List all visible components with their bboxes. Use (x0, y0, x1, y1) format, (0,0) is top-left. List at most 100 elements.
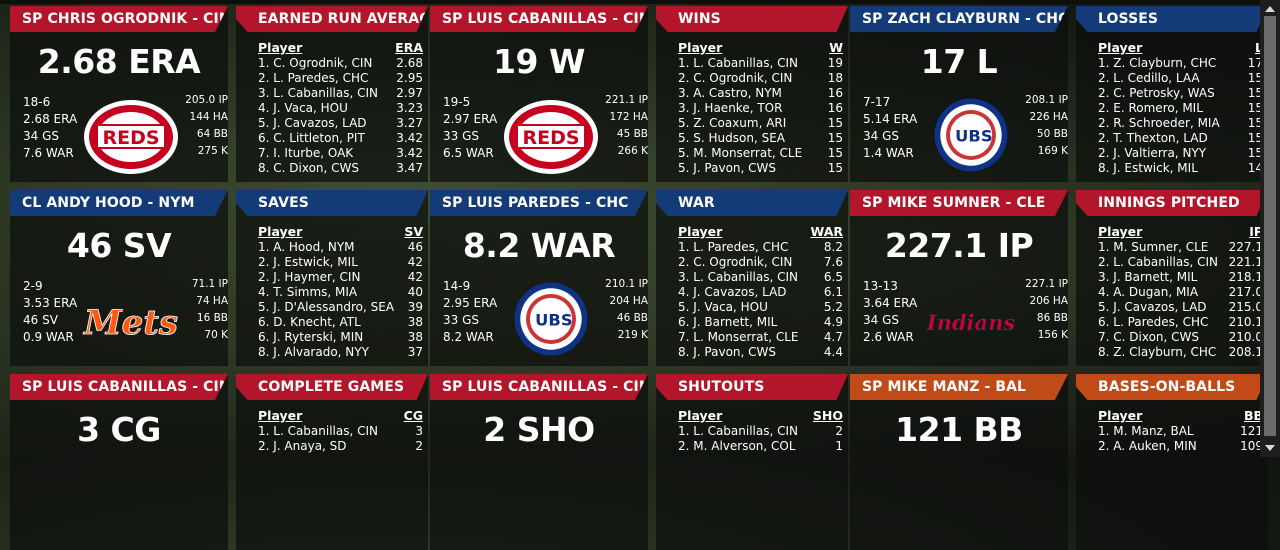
leader-row[interactable]: 3. J. Barnett, MIL 218.1 (1098, 270, 1263, 285)
leader-row[interactable]: 8. J. Alvarado, NYY 37 (258, 345, 423, 360)
leader-row[interactable]: 6. J. Ryterski, MIN 38 (258, 330, 423, 345)
leader-row[interactable]: 6. D. Knecht, ATL 38 (258, 315, 423, 330)
column-stat[interactable]: W (829, 40, 843, 55)
column-player[interactable]: Player (678, 408, 723, 423)
leaderboard-panel (656, 190, 848, 366)
column-player[interactable]: Player (258, 40, 303, 55)
leader-row[interactable]: 8. C. Dixon, CWS 3.47 (258, 161, 423, 176)
player-header[interactable]: SP MIKE MANZ - BAL (850, 374, 1068, 400)
leader-row[interactable]: 2. L. Cabanillas, CIN 221.1 (1098, 255, 1263, 270)
leader-row[interactable]: 3. L. Cabanillas, CIN 6.5 (678, 270, 843, 285)
player-record: 19-5 2.97 ERA 33 GS 6.5 WAR (443, 94, 497, 162)
column-player[interactable]: Player (1098, 408, 1143, 423)
leader-row[interactable]: 7. L. Monserrat, CLE 4.7 (678, 330, 843, 345)
column-stat[interactable]: CG (403, 408, 423, 423)
row-player: 2. L. Cedillo, LAA (1098, 71, 1200, 85)
player-record: 7-17 5.14 ERA 34 GS 1.4 WAR (863, 94, 917, 162)
leader-row[interactable]: 1. L. Paredes, CHC 8.2 (678, 240, 843, 255)
leader-row[interactable]: 2. J. Haymer, CIN 42 (258, 270, 423, 285)
player-header[interactable]: SP LUIS PAREDES - CHC (430, 190, 648, 216)
leader-row[interactable]: 2. C. Petrosky, WAS 15 (1098, 86, 1263, 101)
leader-row[interactable]: 5. J. Cavazos, LAD 3.27 (258, 116, 423, 131)
leader-row[interactable]: 4. T. Simms, MIA 40 (258, 285, 423, 300)
column-player[interactable]: Player (678, 40, 723, 55)
row-value: 210.1 (1228, 315, 1263, 329)
player-header[interactable]: SP LUIS CABANILLAS - CIN (430, 374, 648, 400)
leader-row[interactable]: 3. L. Cabanillas, CIN 2.97 (258, 86, 423, 101)
row-value: 16 (827, 86, 843, 100)
leader-row[interactable]: 8. Z. Clayburn, CHC 208.1 (1098, 345, 1263, 360)
leader-row[interactable]: 2. L. Cedillo, LAA 15 (1098, 71, 1263, 86)
leader-list: 1. A. Hood, NYM 46 2. J. Estwick, MIL 42… (258, 240, 423, 360)
column-player[interactable]: Player (258, 408, 303, 423)
leader-row[interactable]: 2. J. Anaya, SD 2 (258, 439, 423, 454)
leader-list: 1. L. Cabanillas, CIN 3 2. J. Anaya, SD … (258, 424, 423, 454)
record-line: 2.6 WAR (863, 330, 914, 344)
column-stat[interactable]: ERA (395, 40, 423, 55)
leader-big-stat: 2.68 ERA (37, 42, 201, 81)
leader-row[interactable]: 8. J. Pavon, CWS 4.4 (678, 345, 843, 360)
leader-row[interactable]: 6. L. Paredes, CHC 210.1 (1098, 315, 1263, 330)
leader-row[interactable]: 2. R. Schroeder, MIA 15 (1098, 116, 1263, 131)
leader-row[interactable]: 7. C. Dixon, CWS 210.0 (1098, 330, 1263, 345)
leader-row[interactable]: 5. J. Pavon, CWS 15 (678, 161, 843, 176)
leader-row[interactable]: 5. J. Cavazos, LAD 215.0 (1098, 300, 1263, 315)
leader-row[interactable]: 5. M. Monserrat, CLE 15 (678, 146, 843, 161)
leader-row[interactable]: 6. C. Littleton, PIT 3.42 (258, 131, 423, 146)
scrollbar-thumb[interactable] (1264, 16, 1276, 436)
pitching-line: 210.1 IP (605, 278, 648, 290)
player-header[interactable]: SP ZACH CLAYBURN - CHC (850, 6, 1068, 32)
leader-row[interactable]: 6. J. Barnett, MIL 4.9 (678, 315, 843, 330)
scroll-down-arrow-icon[interactable] (1265, 445, 1275, 451)
leader-row[interactable]: 2. C. Ogrodnik, CIN 7.6 (678, 255, 843, 270)
leader-row[interactable]: 5. J. D'Alessandro, SEA 39 (258, 300, 423, 315)
leader-row[interactable]: 1. L. Cabanillas, CIN 19 (678, 56, 843, 71)
scrollbar[interactable] (1260, 0, 1280, 457)
column-player[interactable]: Player (1098, 40, 1143, 55)
leader-row[interactable]: 2. T. Thexton, LAD 15 (1098, 131, 1263, 146)
leader-row[interactable]: 2. J. Estwick, MIL 42 (258, 255, 423, 270)
player-header[interactable]: CL ANDY HOOD - NYM (10, 190, 228, 216)
scroll-up-arrow-icon[interactable] (1265, 6, 1275, 12)
player-header[interactable]: SP LUIS CABANILLAS - CIN (10, 374, 228, 400)
leader-row[interactable]: 2. E. Romero, MIL 15 (1098, 101, 1263, 116)
row-player: 3. A. Castro, NYM (678, 86, 782, 100)
column-stat[interactable]: IP (1249, 224, 1263, 239)
player-header[interactable]: SP MIKE SUMNER - CLE (850, 190, 1068, 216)
leader-row[interactable]: 4. J. Vaca, HOU 3.23 (258, 101, 423, 116)
leader-row[interactable]: 2. J. Valtierra, NYY 15 (1098, 146, 1263, 161)
leader-row[interactable]: 8. J. Estwick, MIL 14 (1098, 161, 1263, 176)
leader-row[interactable]: 4. A. Dugan, MIA 217.0 (1098, 285, 1263, 300)
player-header[interactable]: SP CHRIS OGRODNIK - CIN (10, 6, 228, 32)
column-player[interactable]: Player (678, 224, 723, 239)
leader-row[interactable]: 5. Z. Coaxum, ARI 15 (678, 116, 843, 131)
leader-row[interactable]: 1. A. Hood, NYM 46 (258, 240, 423, 255)
column-player[interactable]: Player (258, 224, 303, 239)
row-player: 8. J. Alvarado, NYY (258, 345, 369, 359)
column-stat[interactable]: SV (404, 224, 423, 239)
leader-row[interactable]: 2. L. Paredes, CHC 2.95 (258, 71, 423, 86)
leader-row[interactable]: 7. I. Iturbe, OAK 3.42 (258, 146, 423, 161)
leader-row[interactable]: 2. M. Alverson, COL 1 (678, 439, 843, 454)
leader-row[interactable]: 4. J. Cavazos, LAD 6.1 (678, 285, 843, 300)
stat-title: INNINGS PITCHED (1076, 190, 1268, 216)
leader-row[interactable]: 5. J. Vaca, HOU 5.2 (678, 300, 843, 315)
leader-row[interactable]: 3. A. Castro, NYM 16 (678, 86, 843, 101)
leader-row[interactable]: 2. C. Ogrodnik, CIN 18 (678, 71, 843, 86)
leader-row[interactable]: 5. S. Hudson, SEA 15 (678, 131, 843, 146)
column-stat[interactable]: L (1255, 40, 1263, 55)
leader-row[interactable]: 2. A. Auken, MIN 109 (1098, 439, 1263, 454)
leader-row[interactable]: 1. M. Manz, BAL 121 (1098, 424, 1263, 439)
player-header[interactable]: SP LUIS CABANILLAS - CIN (430, 6, 648, 32)
column-stat[interactable]: BB (1243, 408, 1263, 423)
leader-row[interactable]: 3. J. Haenke, TOR 16 (678, 101, 843, 116)
leader-row[interactable]: 1. L. Cabanillas, CIN 2 (678, 424, 843, 439)
column-player[interactable]: Player (1098, 224, 1143, 239)
leader-row[interactable]: 1. Z. Clayburn, CHC 17 (1098, 56, 1263, 71)
row-player: 1. Z. Clayburn, CHC (1098, 56, 1217, 70)
leader-row[interactable]: 1. M. Sumner, CLE 227.1 (1098, 240, 1263, 255)
column-stat[interactable]: WAR (810, 224, 843, 239)
leader-row[interactable]: 1. L. Cabanillas, CIN 3 (258, 424, 423, 439)
column-stat[interactable]: SHO (812, 408, 843, 423)
leader-row[interactable]: 1. C. Ogrodnik, CIN 2.68 (258, 56, 423, 71)
